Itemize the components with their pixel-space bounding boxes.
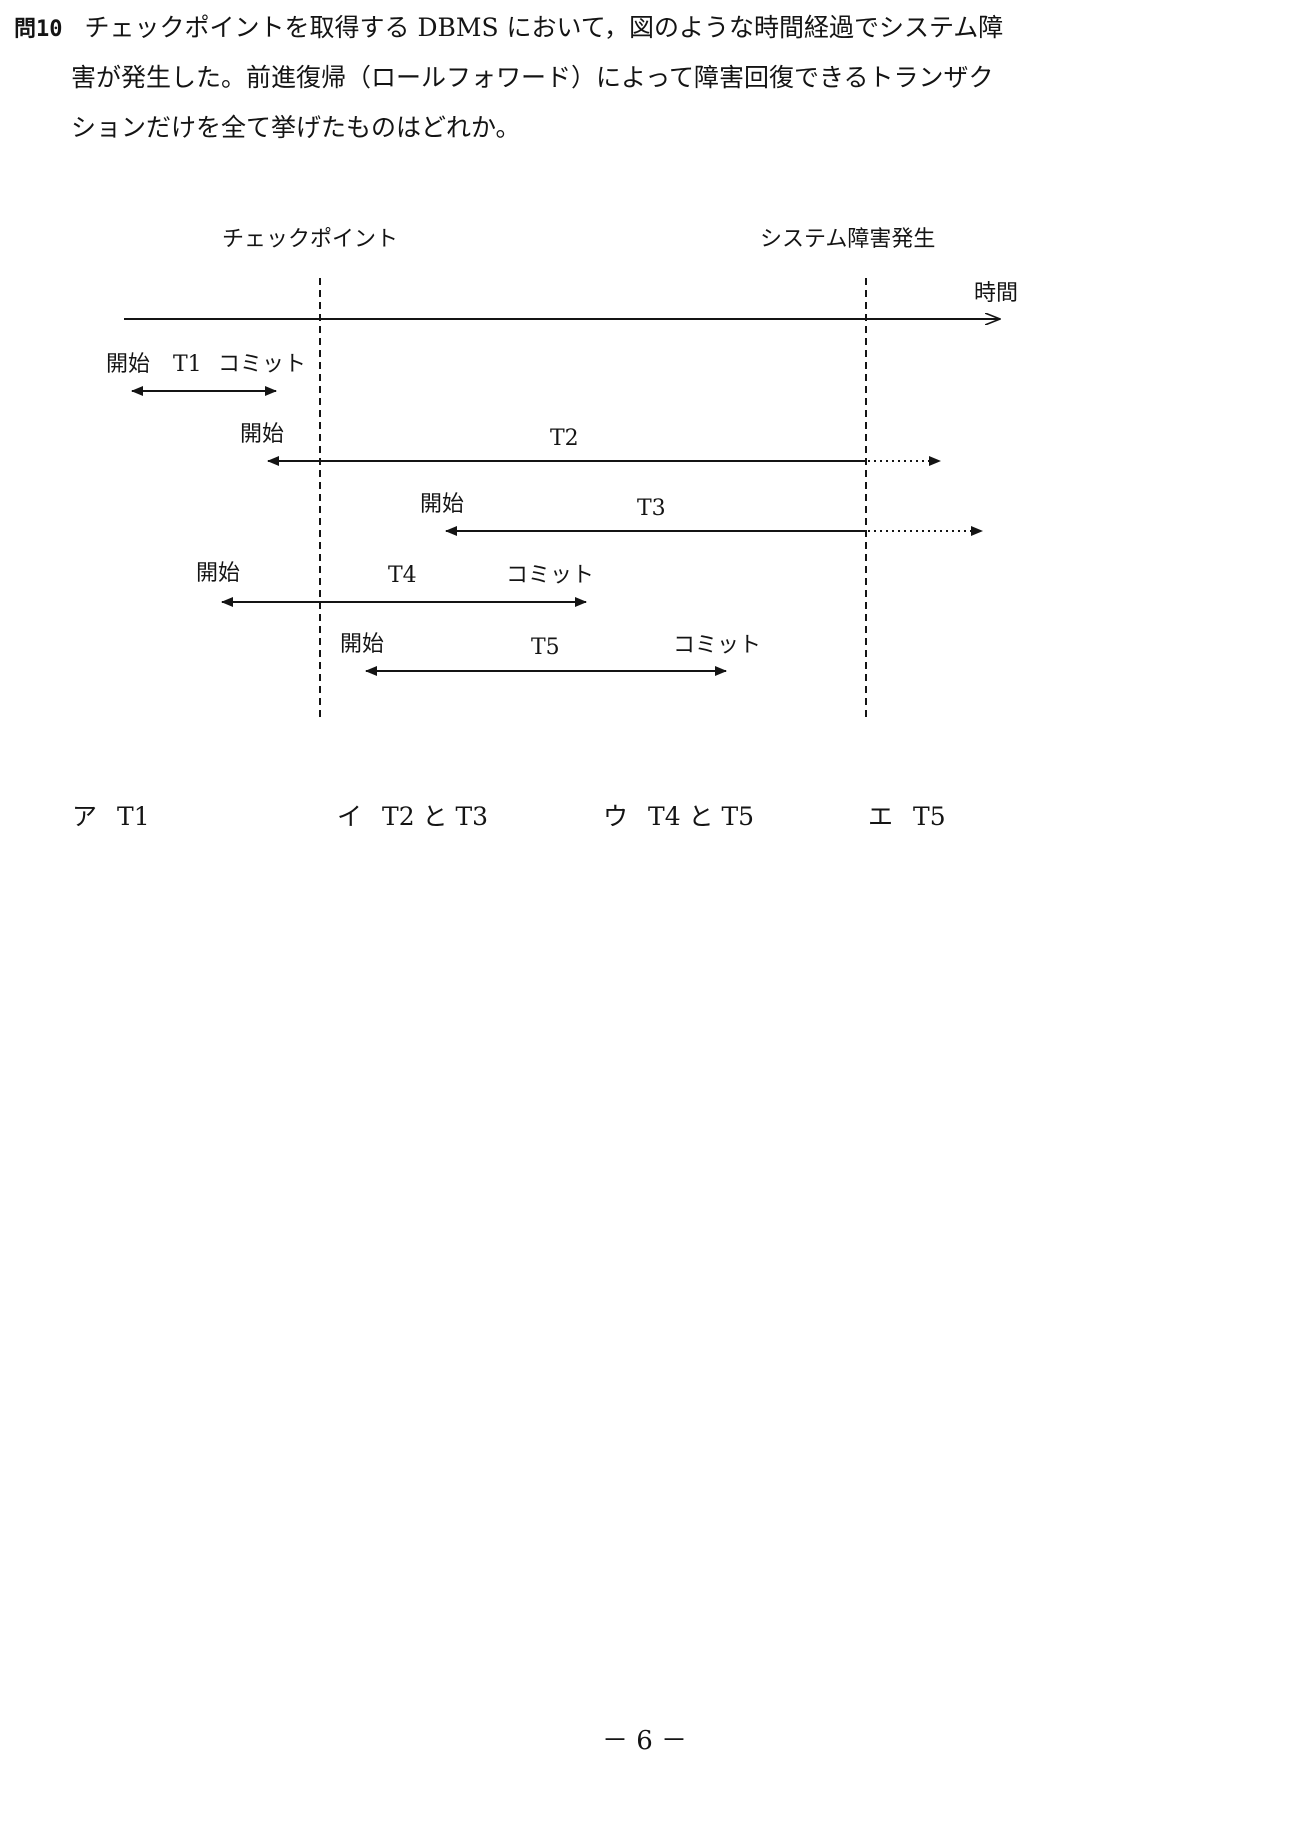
choice-i-mark: イ — [337, 802, 363, 831]
t5-start-label: 開始 — [340, 632, 384, 657]
checkpoint-label: チェックポイント — [222, 227, 398, 252]
t4-id-label: T4 — [388, 563, 417, 588]
t4-start-label: 開始 — [196, 561, 240, 586]
choice-a-mark: ア — [72, 802, 98, 831]
time-label: 時間 — [974, 281, 1018, 306]
t4-commit-label: コミット — [506, 563, 594, 588]
t1-start-label: 開始 — [106, 352, 150, 377]
t1-id-label: T1 — [173, 352, 202, 377]
choice-i[interactable]: イ T2 と T3 — [337, 797, 488, 833]
t1-commit-label: コミット — [218, 352, 306, 377]
choice-e[interactable]: エ T5 — [868, 797, 946, 833]
t2-id-label: T2 — [550, 426, 579, 451]
t2-start-label: 開始 — [240, 422, 284, 447]
transaction-timeline-diagram: チェックポイント システム障害発生 時間 開始 T1 コミット 開始 T2 開始… — [106, 227, 1018, 720]
question-line-2: 害が発生した。前進復帰（ロールフォワード）によって障害回復できるトランザク — [71, 63, 994, 92]
choice-u-text: T4 と T5 — [648, 802, 755, 831]
t5-commit-label: コミット — [673, 633, 761, 658]
t3-id-label: T3 — [637, 496, 666, 521]
t3-start-label: 開始 — [420, 492, 464, 517]
question-number: 問10 — [14, 17, 63, 42]
answer-choices: ア T1 イ T2 と T3 ウ T4 と T5 エ T5 — [0, 797, 1289, 837]
choice-e-text: T5 — [913, 802, 946, 831]
question-text: 問10 チェックポイントを取得する DBMS において，図のような時間経過でシステ… — [14, 8, 1154, 158]
choice-e-mark: エ — [868, 802, 894, 831]
question-line-1: 問10 チェックポイントを取得する DBMS において，図のような時間経過でシステ… — [14, 13, 1004, 42]
choice-u[interactable]: ウ T4 と T5 — [603, 797, 754, 833]
page-number: － 6 － — [601, 1726, 688, 1756]
question-line-3: ションだけを全て挙げたものはどれか。 — [71, 113, 521, 142]
choice-u-mark: ウ — [603, 802, 629, 831]
failure-label: システム障害発生 — [760, 227, 935, 252]
choice-i-text: T2 と T3 — [382, 802, 489, 831]
choice-a[interactable]: ア T1 — [72, 797, 150, 833]
choice-a-text: T1 — [117, 802, 150, 831]
t5-id-label: T5 — [531, 635, 560, 660]
